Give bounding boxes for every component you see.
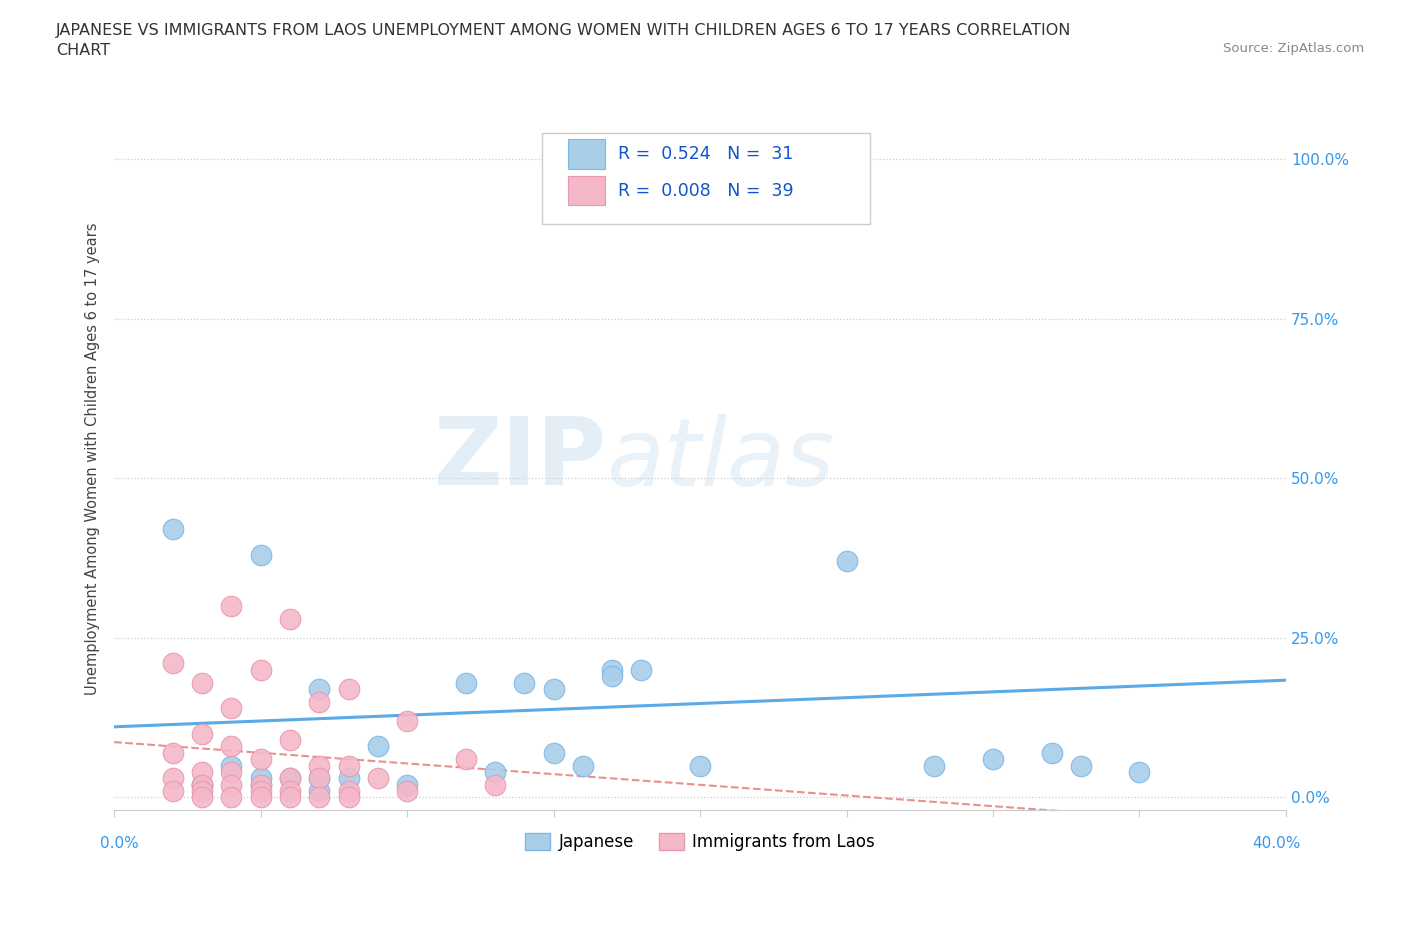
Point [308, 784, 330, 799]
Point [249, 784, 271, 799]
Text: ZIP: ZIP [433, 413, 606, 505]
Point [600, 152, 623, 166]
Text: R =  0.008   N =  39: R = 0.008 N = 39 [619, 181, 793, 200]
Point [221, 777, 243, 792]
Point [337, 771, 360, 786]
FancyBboxPatch shape [541, 133, 870, 224]
Text: 0.0%: 0.0% [100, 836, 138, 851]
Point [367, 771, 389, 786]
Y-axis label: Unemployment Among Women with Children Ages 6 to 17 years: Unemployment Among Women with Children A… [86, 223, 100, 696]
Point [337, 682, 360, 697]
Point [835, 554, 858, 569]
Point [249, 751, 271, 766]
Point [308, 758, 330, 773]
Bar [568, 176, 605, 206]
Point [454, 675, 477, 690]
Point [249, 662, 271, 677]
Point [924, 758, 946, 773]
Point [278, 790, 301, 805]
Point [308, 771, 330, 786]
Point [484, 777, 506, 792]
Point [600, 669, 623, 684]
Point [278, 784, 301, 799]
Point [484, 764, 506, 779]
Point [221, 790, 243, 805]
Point [1040, 745, 1063, 760]
Point [191, 777, 214, 792]
Point [221, 599, 243, 614]
Point [162, 771, 184, 786]
Point [337, 790, 360, 805]
Point [191, 790, 214, 805]
Point [162, 784, 184, 799]
Text: JAPANESE VS IMMIGRANTS FROM LAOS UNEMPLOYMENT AMONG WOMEN WITH CHILDREN AGES 6 T: JAPANESE VS IMMIGRANTS FROM LAOS UNEMPLO… [56, 23, 1071, 58]
Point [162, 522, 184, 537]
Point [396, 777, 419, 792]
Point [630, 662, 652, 677]
Point [1128, 764, 1150, 779]
Point [981, 751, 1004, 766]
Point [396, 713, 419, 728]
Point [1070, 758, 1092, 773]
Point [249, 790, 271, 805]
Point [367, 739, 389, 754]
Point [162, 656, 184, 671]
Point [308, 771, 330, 786]
Point [249, 771, 271, 786]
Point [249, 777, 271, 792]
Point [221, 700, 243, 715]
Point [191, 675, 214, 690]
Point [748, 178, 770, 193]
Point [689, 758, 711, 773]
Point [191, 784, 214, 799]
Text: R =  0.524   N =  31: R = 0.524 N = 31 [619, 145, 793, 163]
Point [454, 751, 477, 766]
Point [308, 682, 330, 697]
Point [308, 790, 330, 805]
Point [278, 733, 301, 748]
Point [337, 758, 360, 773]
Point [278, 771, 301, 786]
Point [191, 777, 214, 792]
Point [278, 771, 301, 786]
Point [337, 784, 360, 799]
Text: atlas: atlas [606, 414, 835, 505]
Point [249, 548, 271, 563]
Text: Source: ZipAtlas.com: Source: ZipAtlas.com [1223, 42, 1364, 55]
Point [513, 675, 536, 690]
Point [308, 695, 330, 710]
Point [278, 611, 301, 626]
Point [543, 682, 565, 697]
Point [191, 777, 214, 792]
Text: 40.0%: 40.0% [1253, 836, 1301, 851]
Point [191, 726, 214, 741]
Point [572, 758, 595, 773]
Bar [568, 140, 605, 169]
Point [396, 784, 419, 799]
Point [221, 739, 243, 754]
Point [543, 745, 565, 760]
Point [249, 777, 271, 792]
Point [191, 764, 214, 779]
Point [600, 662, 623, 677]
Point [162, 745, 184, 760]
Point [221, 758, 243, 773]
Legend: Japanese, Immigrants from Laos: Japanese, Immigrants from Laos [519, 827, 882, 858]
Point [221, 764, 243, 779]
